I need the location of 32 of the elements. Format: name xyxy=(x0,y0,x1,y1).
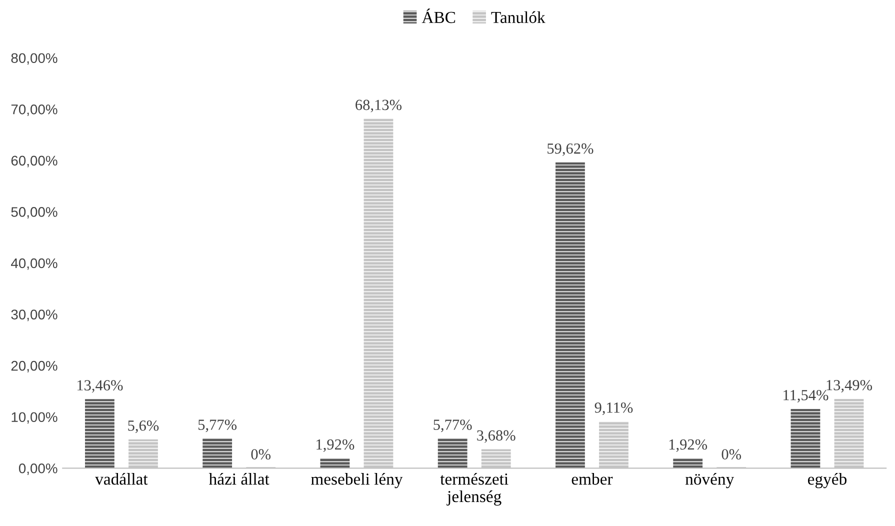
y-tick-label: 0,00% xyxy=(18,463,58,475)
x-tick-label: házi állat xyxy=(208,472,270,485)
data-label: 13,49% xyxy=(826,380,872,392)
y-tick-label: 30,00% xyxy=(11,310,58,322)
legend-label: ÁBC xyxy=(422,8,456,24)
y-tick-label: 20,00% xyxy=(11,360,58,372)
x-tick-label: vadállat xyxy=(95,472,148,485)
x-tick-label: ember xyxy=(572,473,613,485)
legend-label: Tanulók xyxy=(491,11,546,24)
y-tick-label: 10,00% xyxy=(12,412,58,424)
x-tick-label: egyéb xyxy=(808,473,846,488)
y-tick-label: 50,00% xyxy=(11,207,58,219)
y-tick-label: 70,00% xyxy=(11,104,58,116)
data-label: 68,13% xyxy=(356,100,402,112)
data-label: 59,62% xyxy=(548,143,594,156)
y-tick-label: 60,00% xyxy=(11,156,58,168)
y-tick-label: 80,00% xyxy=(11,53,58,65)
x-tick-label: természeti jelenség xyxy=(440,472,508,506)
data-label: 13,46% xyxy=(77,380,123,393)
x-tick-label: mesebeli lény xyxy=(311,473,403,488)
data-label: 5,77% xyxy=(198,420,237,432)
data-label: 1,92% xyxy=(669,439,708,452)
data-label: 3,68% xyxy=(477,430,516,443)
x-tick-label: növény xyxy=(685,473,734,488)
data-label: 0% xyxy=(251,449,271,460)
data-label: 0% xyxy=(722,449,742,460)
data-label: 11,54% xyxy=(784,390,828,402)
data-label: 5,6% xyxy=(128,420,159,433)
y-tick-label: 40,00% xyxy=(11,258,58,270)
data-label: 9,11% xyxy=(594,402,633,415)
data-label: 5,77% xyxy=(434,420,472,432)
data-label: 1,92% xyxy=(316,439,354,452)
